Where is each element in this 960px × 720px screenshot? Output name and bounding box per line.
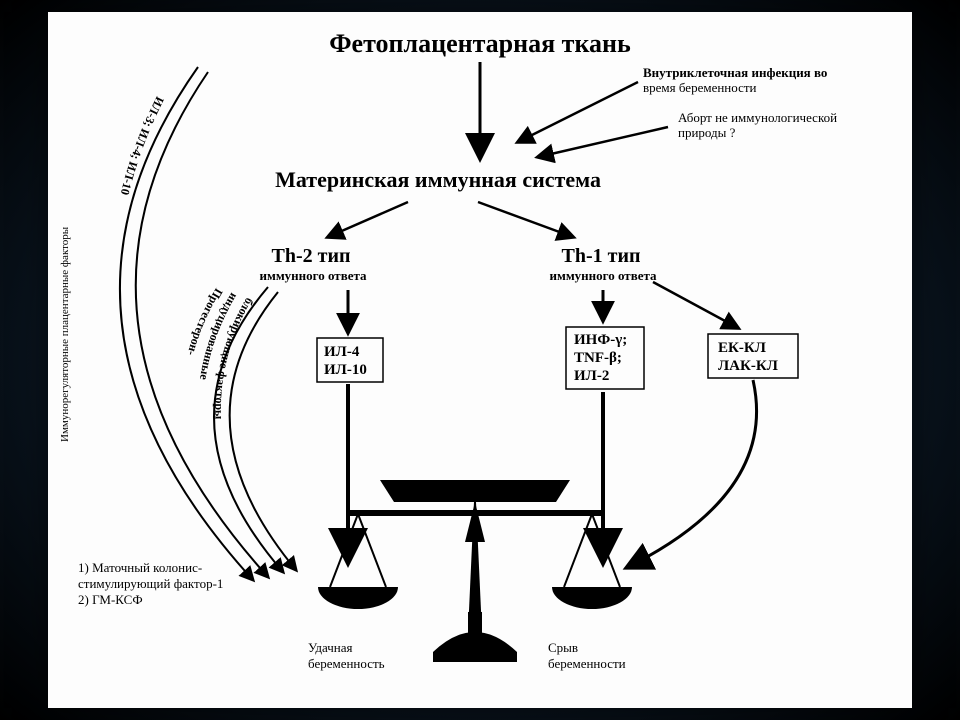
box-il-text: ИЛ-4 ИЛ-10 — [324, 344, 367, 378]
arrow-abort — [538, 127, 668, 157]
bottom-left-text: 1) Маточный колонис- стимулирующий факто… — [78, 560, 227, 607]
maternal-text: Материнская иммунная система — [275, 167, 601, 192]
curve-outer-label: ИЛ-3; ИЛ-4; ИЛ-10 — [118, 94, 167, 196]
balance-scale-icon — [318, 480, 632, 662]
outcome-right: Срыв беременности — [548, 640, 626, 671]
arrow-infection — [518, 82, 638, 142]
arrow-maternal-th2 — [328, 202, 408, 237]
note-infection: Внутриклеточная инфекция во время береме… — [643, 64, 831, 95]
diagram-sheet: Фетоплацентарная ткань Внутриклеточная и… — [48, 12, 912, 708]
note-abort: Аборт не иммунологической природы ? — [678, 110, 840, 140]
th2-block: Th-2 тип иммунного ответа — [259, 245, 367, 283]
arrow-ek-scale — [628, 380, 757, 567]
diagram-svg: Фетоплацентарная ткань Внутриклеточная и… — [48, 12, 912, 708]
arrow-th1-ek — [653, 282, 738, 328]
box-inf-text: ИНФ-γ; TNF-β; ИЛ-2 — [574, 332, 631, 384]
box-ek-text: ЕК-КЛ ЛАК-КЛ — [718, 340, 778, 374]
arrow-maternal-th1 — [478, 202, 573, 237]
title-text: Фетоплацентарная ткань — [329, 29, 631, 58]
left-vertical-label: Иммунорегуляторные плацентарные факторы — [59, 226, 71, 442]
outcome-left: Удачная беременность — [308, 640, 385, 671]
th1-block: Th-1 тип иммунного ответа — [549, 245, 657, 283]
